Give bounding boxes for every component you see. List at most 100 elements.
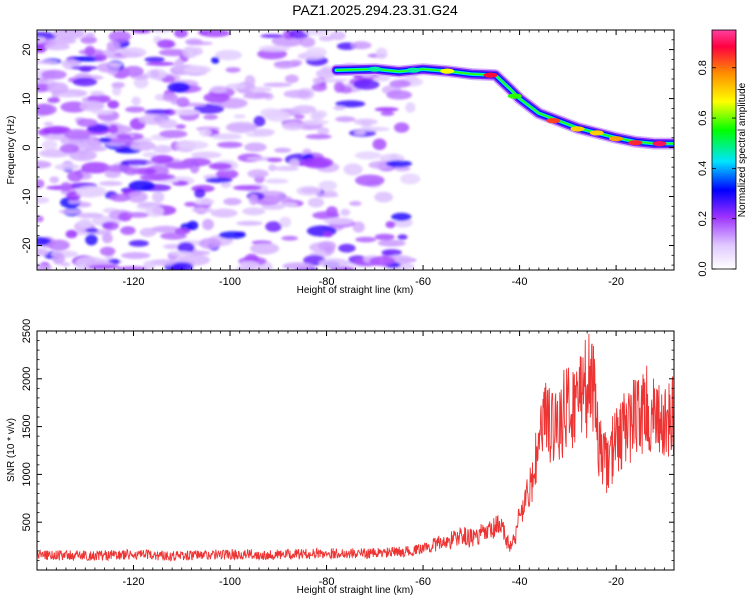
noise-blob — [150, 173, 176, 180]
noise-blob — [71, 65, 99, 70]
noise-blob — [372, 138, 387, 151]
noise-blob — [102, 233, 113, 244]
spectrogram-y-axis: -20 -10 0 10 20 — [21, 29, 674, 266]
noise-blob — [41, 69, 67, 80]
snr-y-label: SNR (10 * v/v) — [6, 418, 17, 482]
noise-blob — [52, 30, 85, 40]
noise-blob — [47, 97, 60, 104]
noise-blob — [145, 205, 164, 218]
noise-blob — [223, 197, 242, 206]
noise-blob — [374, 191, 393, 203]
x-tick-label: -80 — [319, 576, 335, 588]
noise-blob — [281, 235, 299, 241]
noise-blob — [299, 37, 316, 48]
noise-blob — [37, 237, 52, 246]
noise-blob — [391, 212, 412, 221]
x-tick-label: -120 — [122, 276, 144, 288]
noise-blob — [397, 234, 408, 240]
noise-blob — [263, 82, 292, 88]
noise-blob — [128, 180, 155, 192]
noise-blob — [225, 67, 241, 73]
noise-blob — [220, 181, 232, 188]
noise-blob — [265, 178, 289, 184]
noise-blob — [158, 49, 188, 57]
noise-blob — [266, 157, 283, 163]
noise-blob — [107, 100, 120, 109]
noise-blob — [394, 122, 410, 133]
noise-blob — [263, 195, 293, 203]
noise-blob — [52, 252, 65, 265]
noise-blob — [343, 163, 363, 176]
noise-blob — [312, 77, 323, 85]
spectrogram-noise — [37, 30, 424, 270]
noise-blob — [233, 185, 262, 191]
noise-blob — [133, 77, 149, 89]
noise-blob — [381, 249, 402, 256]
noise-blob — [244, 142, 267, 152]
noise-blob — [119, 47, 147, 58]
noise-blob — [264, 110, 291, 122]
colorbar-tick-label: 0.6 — [697, 110, 709, 125]
noise-blob — [108, 62, 123, 67]
noise-blob — [226, 83, 247, 90]
noise-blob — [142, 151, 157, 158]
noise-blob — [165, 161, 195, 170]
noise-blob — [37, 160, 52, 169]
noise-blob — [150, 225, 181, 233]
noise-blob — [120, 252, 151, 259]
noise-blob — [205, 177, 233, 183]
noise-blob — [302, 30, 331, 36]
noise-blob — [301, 119, 329, 125]
noise-blob — [194, 198, 215, 205]
noise-blob — [215, 49, 242, 61]
noise-blob — [98, 137, 112, 143]
noise-blob — [144, 56, 165, 63]
x-tick-label: -40 — [512, 576, 528, 588]
ridge-hotspot — [507, 93, 522, 99]
noise-blob — [108, 124, 119, 134]
snr-y-axis: 500 1000 1500 2000 2500 — [21, 319, 674, 571]
noise-blob — [234, 231, 246, 236]
snr-series-group — [37, 334, 674, 562]
noise-blob — [85, 234, 98, 246]
noise-blob — [121, 159, 153, 166]
noise-blob — [125, 106, 146, 113]
noise-blob — [171, 262, 194, 270]
noise-blob — [168, 109, 200, 116]
x-tick-label: -100 — [219, 276, 241, 288]
noise-blob — [109, 193, 131, 202]
noise-blob — [377, 239, 406, 247]
noise-blob — [169, 250, 193, 256]
noise-blob — [37, 36, 47, 44]
noise-blob — [84, 45, 96, 57]
ridge-hotspot — [570, 126, 585, 132]
x-tick-label: -60 — [415, 576, 431, 588]
noise-blob — [323, 190, 338, 195]
noise-blob — [42, 125, 71, 135]
noise-blob — [88, 264, 120, 269]
y-tick-label: 10 — [21, 92, 33, 104]
noise-blob — [46, 82, 69, 94]
noise-blob — [334, 81, 345, 93]
noise-blob — [37, 247, 49, 257]
noise-blob — [355, 236, 377, 243]
noise-blob — [102, 221, 119, 231]
noise-blob — [198, 238, 222, 249]
noise-blob — [56, 92, 78, 98]
noise-blob — [194, 188, 206, 199]
x-tick-label: -40 — [512, 276, 528, 288]
noise-blob — [69, 149, 97, 161]
noise-blob — [210, 85, 227, 94]
noise-blob — [349, 201, 362, 206]
noise-blob — [354, 151, 382, 160]
noise-blob — [152, 191, 165, 203]
noise-blob — [247, 169, 269, 179]
noise-blob — [400, 173, 421, 185]
snr-x-label: Height of straight line (km) — [297, 585, 414, 596]
noise-blob — [79, 100, 105, 112]
noise-blob — [283, 89, 312, 99]
snr-x-axis: -120 -100 -80 -60 -40 -20 — [46, 331, 675, 588]
noise-blob — [294, 114, 305, 120]
noise-blob — [131, 96, 141, 106]
